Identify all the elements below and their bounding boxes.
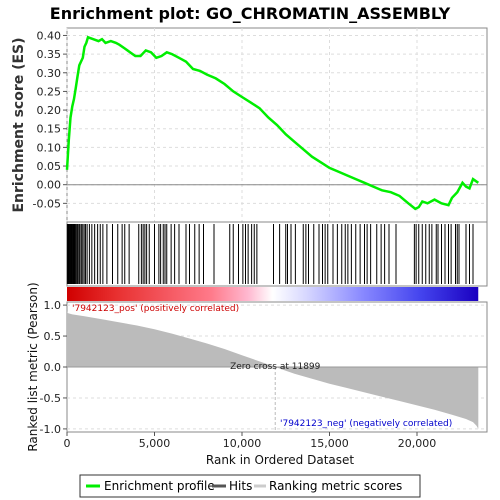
es-tick-label: 0.40: [37, 29, 62, 42]
legend-label-enrichment: Enrichment profile: [104, 479, 215, 493]
chart-title: Enrichment plot: GO_CHROMATIN_ASSEMBLY: [50, 4, 451, 23]
hits-panel: [66, 221, 488, 287]
zero-cross-label: Zero cross at 11899: [230, 362, 321, 372]
es-tick-label: 0.10: [37, 141, 62, 154]
es-tick-label: 0.30: [37, 67, 62, 80]
x-tick-label: 5,000: [139, 437, 171, 450]
es-tick-label: 0.35: [37, 48, 62, 61]
x-tick-label: 15,000: [310, 437, 349, 450]
metric-y-axis-label: Ranked list metric (Pearson): [26, 282, 40, 451]
es-tick-label: -0.05: [33, 197, 61, 210]
x-tick-label: 10,000: [223, 437, 262, 450]
ranking-color-bar: [67, 287, 479, 301]
enrichment-profile-line: [65, 35, 480, 211]
metric-tick-label: 0.5: [44, 330, 62, 343]
legend: [79, 474, 421, 498]
metric-tick-label: -1.0: [40, 423, 61, 436]
hits-marks: [66, 224, 474, 284]
x-axis-label: Rank in Ordered Dataset: [206, 453, 354, 467]
es-tick-label: 0.15: [37, 123, 62, 136]
metric-tick-label: 1.0: [44, 299, 62, 312]
metric-tick-label: -0.5: [40, 392, 61, 405]
legend-label-hits: Hits: [229, 479, 252, 493]
x-tick-label: 20,000: [398, 437, 437, 450]
es-tick-label: 0.25: [37, 85, 62, 98]
metric-tick-label: 0.0: [44, 361, 62, 374]
es-tick-label: 0.20: [37, 104, 62, 117]
es-tick-label: 0.05: [37, 160, 62, 173]
es-y-ticks: 0.40 0.35 0.30 0.25 0.20 0.15 0.10 0.05 0.00 -0.0…: [33, 29, 67, 210]
x-axis-ticks: 0 5,000 10,000 15,000 20,000: [64, 432, 437, 450]
ranking-metric-area: [67, 311, 479, 429]
neg-correlated-label: '7942123_neg' (negatively correlated): [280, 419, 452, 429]
es-y-axis-label: Enrichment score (ES): [11, 37, 27, 212]
metric-y-ticks: 1.0 0.5 0.0 -0.5 -1.0: [40, 299, 67, 436]
x-tick-label: 0: [64, 437, 71, 450]
pos-correlated-label: '7942123_pos' (positively correlated): [72, 304, 239, 314]
es-tick-label: 0.00: [37, 179, 62, 192]
legend-label-ranking: Ranking metric scores: [269, 479, 402, 493]
